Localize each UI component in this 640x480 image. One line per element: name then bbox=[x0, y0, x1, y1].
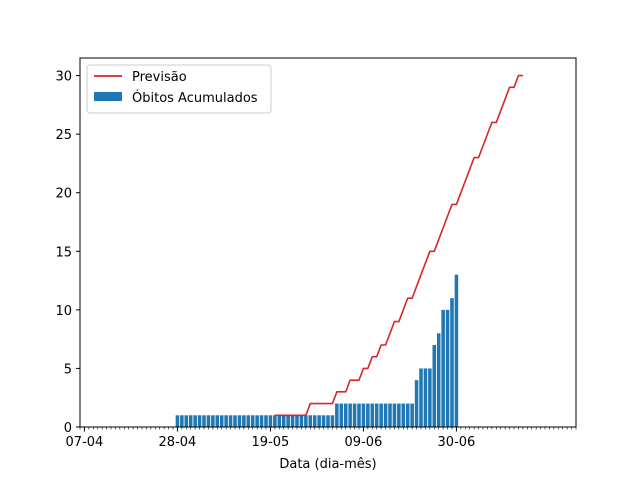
legend-box bbox=[86, 64, 272, 114]
bar bbox=[401, 403, 406, 427]
bar bbox=[343, 403, 348, 427]
y-tick-label: 5 bbox=[64, 362, 72, 377]
bar bbox=[392, 403, 397, 427]
bar bbox=[184, 415, 189, 427]
y-tick-label: 30 bbox=[55, 70, 72, 85]
bar bbox=[175, 415, 180, 427]
bar bbox=[445, 309, 450, 427]
bar bbox=[228, 415, 233, 427]
bar bbox=[423, 368, 428, 427]
forecast-line bbox=[274, 74, 523, 417]
bar bbox=[246, 415, 251, 427]
bar bbox=[224, 415, 228, 427]
x-tick-label: 28-04 bbox=[159, 435, 197, 450]
x-tick-label: 09-06 bbox=[345, 435, 383, 450]
bar bbox=[219, 415, 224, 427]
legend: Previsão Óbitos Acumulados bbox=[86, 64, 272, 114]
x-axis-label: Data (dia-mês) bbox=[279, 457, 376, 472]
y-tick-label: 15 bbox=[55, 245, 72, 260]
bar bbox=[242, 415, 246, 427]
bar bbox=[361, 403, 366, 427]
bar bbox=[339, 403, 344, 427]
bar bbox=[414, 380, 419, 427]
x-tick-label: 30-06 bbox=[438, 435, 476, 450]
bar bbox=[397, 403, 401, 427]
bar bbox=[273, 415, 277, 427]
bar bbox=[321, 415, 326, 427]
bar-series bbox=[175, 274, 459, 427]
x-axis: 07-04 28-04 19-05 09-06 30-06 bbox=[66, 427, 577, 450]
bar bbox=[374, 403, 379, 427]
y-tick-label: 20 bbox=[55, 187, 72, 202]
legend-label-deaths: Óbitos Acumulados bbox=[132, 90, 258, 106]
bar bbox=[277, 415, 282, 427]
bar bbox=[312, 415, 317, 427]
legend-bar-swatch bbox=[94, 92, 122, 101]
bar bbox=[202, 415, 206, 427]
bar bbox=[348, 403, 352, 427]
bar bbox=[383, 403, 388, 427]
bar bbox=[259, 415, 264, 427]
y-tick-label: 25 bbox=[55, 128, 72, 143]
bar bbox=[428, 368, 432, 427]
legend-label-forecast: Previsão bbox=[132, 70, 187, 85]
bar bbox=[330, 415, 335, 427]
plot-frame bbox=[79, 57, 577, 428]
bar bbox=[197, 415, 202, 427]
bar bbox=[250, 415, 255, 427]
bar bbox=[233, 415, 237, 427]
bar bbox=[335, 403, 339, 427]
bar bbox=[432, 345, 437, 427]
bar bbox=[290, 415, 295, 427]
bar bbox=[366, 403, 370, 427]
bar bbox=[286, 415, 290, 427]
bar bbox=[317, 415, 321, 427]
y-axis: 0 5 10 15 20 25 30 bbox=[55, 70, 80, 436]
bar bbox=[436, 333, 441, 427]
bar bbox=[450, 298, 454, 427]
bar bbox=[295, 415, 299, 427]
bar bbox=[410, 403, 414, 427]
bar bbox=[419, 368, 423, 427]
bar bbox=[352, 403, 357, 427]
bar bbox=[268, 415, 273, 427]
bar bbox=[405, 403, 410, 427]
x-tick-label: 07-04 bbox=[66, 435, 104, 450]
bar bbox=[326, 415, 330, 427]
bar bbox=[441, 309, 445, 427]
x-tick-label: 19-05 bbox=[252, 435, 290, 450]
bar bbox=[255, 415, 259, 427]
bar bbox=[308, 415, 313, 427]
line-series bbox=[274, 74, 523, 417]
bar bbox=[379, 403, 383, 427]
y-tick-label: 0 bbox=[64, 421, 72, 436]
bar bbox=[281, 415, 286, 427]
bar bbox=[215, 415, 220, 427]
bar bbox=[193, 415, 197, 427]
bar bbox=[370, 403, 375, 427]
bar bbox=[299, 415, 304, 427]
bar bbox=[304, 415, 308, 427]
bar bbox=[388, 403, 392, 427]
bar bbox=[180, 415, 184, 427]
bar bbox=[188, 415, 193, 427]
bar bbox=[454, 274, 459, 427]
y-tick-label: 10 bbox=[55, 304, 72, 319]
bar bbox=[357, 403, 361, 427]
bar bbox=[264, 415, 268, 427]
bar bbox=[206, 415, 211, 427]
bar bbox=[237, 415, 242, 427]
bar bbox=[211, 415, 215, 427]
